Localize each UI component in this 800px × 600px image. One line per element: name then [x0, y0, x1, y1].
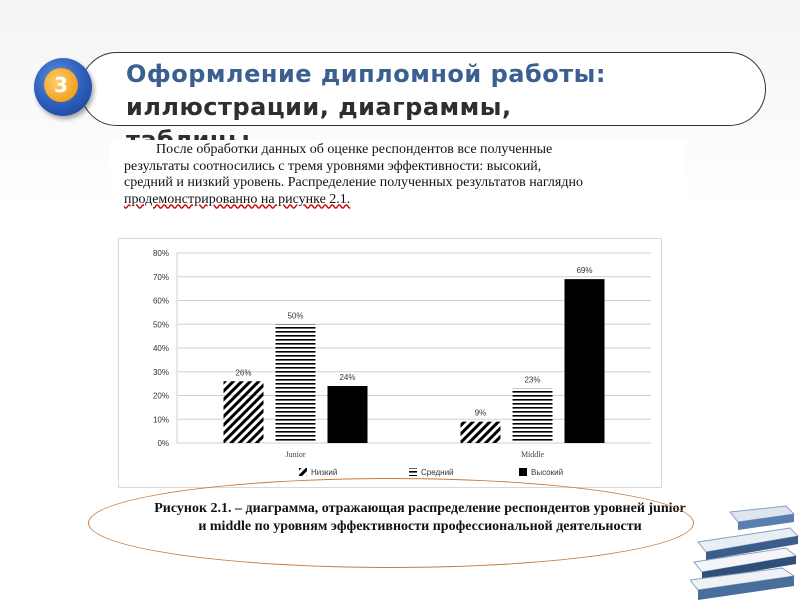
y-tick-label: 50%: [153, 320, 169, 329]
bar-chart: 0% 10% 20% 30% 40% 50% 60% 70% 80% 26% 50% 24% Junio…: [153, 249, 651, 477]
y-tick-label: 0%: [157, 439, 169, 448]
document-paragraph: После обработки данных об оценке респонд…: [124, 142, 684, 208]
slide-number-badge: 3: [34, 58, 92, 116]
y-tick-label: 80%: [153, 249, 169, 258]
bar-1-2: [564, 279, 605, 443]
legend-label: Низкий: [311, 468, 337, 477]
document-image: После обработки данных об оценке респонд…: [110, 140, 686, 568]
caption-highlight-ellipse: [88, 478, 694, 568]
slide-title: Оформление дипломной работы: иллюстрации…: [126, 58, 686, 142]
data-label: 26%: [235, 368, 251, 377]
legend-swatch: [409, 468, 417, 476]
legend-swatch: [299, 468, 307, 476]
y-tick-label: 20%: [153, 392, 169, 401]
paragraph-line-2: результаты соотносились с тремя уровнями…: [124, 158, 542, 174]
paragraph-line-1: После обработки данных об оценке респонд…: [156, 142, 553, 157]
slide-number: 3: [44, 68, 78, 102]
y-tick-label: 10%: [153, 415, 169, 424]
slide-title-line-3: таблицы: [126, 126, 251, 142]
title-banner: [80, 52, 766, 126]
paragraph-line-4: продемонстрированно на рисунке 2.1.: [124, 191, 351, 207]
chart-frame: 0% 10% 20% 30% 40% 50% 60% 70% 80% 26% 50% 24% Junio…: [118, 238, 662, 488]
bar-0-1: [275, 324, 316, 443]
y-tick-label: 70%: [153, 273, 169, 282]
slide-title-line-1: Оформление дипломной работы:: [126, 60, 606, 88]
data-label: 50%: [287, 311, 303, 320]
data-label: 69%: [576, 266, 592, 275]
y-tick-label: 30%: [153, 368, 169, 377]
y-tick-label: 40%: [153, 344, 169, 353]
data-label: 9%: [475, 409, 487, 418]
legend-swatch: [519, 468, 527, 476]
bar-1-0: [460, 421, 501, 443]
bar-0-0: [223, 381, 264, 443]
legend-label: Высокий: [531, 468, 563, 477]
bar-1-1: [512, 388, 553, 443]
x-category-label: Junior: [286, 450, 306, 459]
paragraph-line-3: средний и низкий уровень. Распределение …: [124, 175, 583, 190]
data-label: 24%: [339, 373, 355, 382]
slide-title-line-2: иллюстрации, диаграммы,: [126, 93, 512, 121]
y-tick-label: 60%: [153, 297, 169, 306]
books-decoration: [690, 505, 800, 600]
legend-label: Средний: [421, 468, 454, 477]
x-category-label: Middle: [521, 450, 545, 459]
data-label: 23%: [524, 375, 540, 384]
bar-0-2: [327, 386, 368, 443]
